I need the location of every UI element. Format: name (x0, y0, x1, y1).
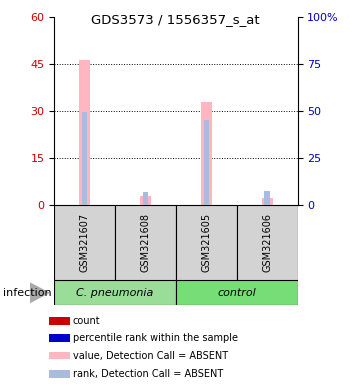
Bar (143, 192, 148, 205)
Text: count: count (73, 316, 100, 326)
Bar (204, 120, 209, 205)
Bar (82, 112, 88, 205)
Polygon shape (30, 282, 50, 303)
Text: infection: infection (4, 288, 52, 298)
Text: C. pneumonia: C. pneumonia (76, 288, 154, 298)
Bar (49, 317, 70, 325)
Bar (261, 198, 273, 205)
Bar (79, 60, 90, 205)
Text: GSM321605: GSM321605 (201, 214, 211, 272)
Bar (176, 205, 237, 280)
Text: GDS3573 / 1556357_s_at: GDS3573 / 1556357_s_at (91, 13, 259, 26)
Text: GSM321606: GSM321606 (262, 214, 272, 272)
Bar (54, 205, 115, 280)
Bar (49, 352, 70, 359)
Bar (115, 205, 176, 280)
Text: rank, Detection Call = ABSENT: rank, Detection Call = ABSENT (73, 369, 223, 379)
Text: GSM321607: GSM321607 (80, 214, 90, 272)
Bar (49, 370, 70, 378)
Text: value, Detection Call = ABSENT: value, Detection Call = ABSENT (73, 351, 228, 361)
Bar (49, 334, 70, 342)
Text: percentile rank within the sample: percentile rank within the sample (73, 333, 238, 343)
Bar (237, 205, 298, 280)
Bar (140, 196, 151, 205)
Text: GSM321608: GSM321608 (140, 214, 150, 272)
Text: control: control (217, 288, 256, 298)
Bar (176, 280, 298, 305)
Bar (54, 280, 176, 305)
Bar (201, 102, 212, 205)
Bar (264, 191, 270, 205)
